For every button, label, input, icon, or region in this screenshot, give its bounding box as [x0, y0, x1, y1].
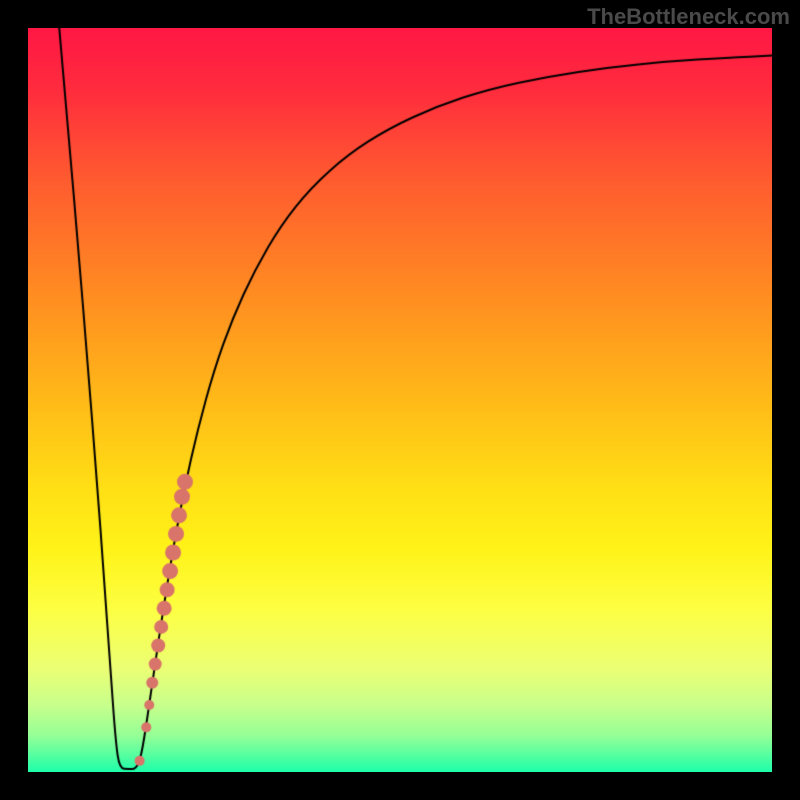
watermark-text: TheBottleneck.com	[587, 4, 790, 30]
plot-area	[28, 28, 772, 772]
chart-root: { "watermark": { "text": "TheBottleneck.…	[0, 0, 800, 800]
plot-canvas	[28, 28, 772, 772]
